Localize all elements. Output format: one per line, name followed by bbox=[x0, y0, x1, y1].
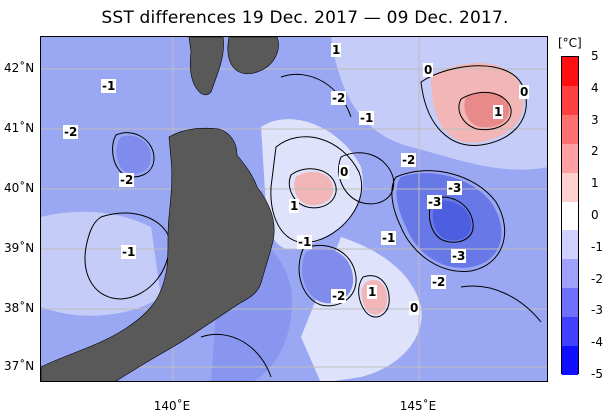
cool-light-patch-west bbox=[41, 211, 161, 316]
contour-label: 0 bbox=[409, 301, 420, 315]
cold-patch-west bbox=[116, 135, 151, 174]
lat-label: 40˚N bbox=[4, 181, 35, 195]
hokkaido-southwest-landmass bbox=[188, 37, 224, 96]
lon-label: 145˚E bbox=[399, 399, 437, 413]
contour-label: -2 bbox=[119, 173, 135, 187]
colorbar-label: -3 bbox=[591, 303, 603, 318]
contour-label: -2 bbox=[63, 125, 79, 139]
colorbar bbox=[561, 56, 579, 376]
contour-label: 1 bbox=[493, 105, 504, 119]
cold-core-east bbox=[432, 200, 472, 241]
colorbar-segment bbox=[562, 259, 578, 289]
contour-label: -2 bbox=[331, 289, 347, 303]
sst-map-canvas bbox=[41, 37, 547, 381]
colorbar-label: 3 bbox=[591, 112, 599, 127]
contour-label: -2 bbox=[431, 275, 447, 289]
colorbar-segment bbox=[562, 317, 578, 347]
colorbar-label: 1 bbox=[591, 176, 599, 191]
contour-label: -1 bbox=[297, 235, 313, 249]
lat-label: 39˚N bbox=[4, 241, 35, 255]
colorbar-segment bbox=[562, 143, 578, 174]
colorbar-segment bbox=[562, 346, 578, 376]
colorbar-segment bbox=[562, 230, 578, 260]
honshu-landmass bbox=[41, 127, 275, 381]
lat-label: 38˚N bbox=[4, 301, 35, 315]
hokkaido-south-landmass bbox=[227, 37, 279, 75]
colorbar-label: 0 bbox=[591, 208, 599, 222]
contour-label: -1 bbox=[101, 79, 117, 93]
contour-label: -3 bbox=[427, 195, 443, 209]
colorbar-segment bbox=[562, 57, 578, 87]
lon-label: 140˚E bbox=[153, 399, 191, 413]
contour-label: -1 bbox=[359, 111, 375, 125]
contour-label: 1 bbox=[367, 285, 378, 299]
colorbar-unit: [°C] bbox=[558, 36, 582, 50]
contour-lines bbox=[84, 65, 542, 378]
colorbar-label: 2 bbox=[591, 144, 599, 159]
colorbar-label: -2 bbox=[591, 271, 603, 286]
contour-label: -3 bbox=[451, 249, 467, 263]
graticule bbox=[41, 37, 547, 381]
colorbar-label: -1 bbox=[591, 239, 603, 254]
sst-map: -1 -2 -2 -1 -2 -1 0 1 -1 -1 0 1 -2 -3 -3… bbox=[40, 36, 548, 382]
contour-label: -1 bbox=[381, 231, 397, 245]
colorbar-label: 4 bbox=[591, 80, 599, 95]
colorbar-segment bbox=[562, 288, 578, 318]
lat-label: 42˚N bbox=[4, 61, 35, 75]
contour-label: -2 bbox=[401, 153, 417, 167]
lat-label: 37˚N bbox=[4, 359, 35, 373]
colorbar-segment bbox=[562, 114, 578, 145]
contour-label: 1 bbox=[289, 199, 300, 213]
contour-label: -2 bbox=[331, 91, 347, 105]
colorbar-label: -4 bbox=[591, 335, 603, 350]
colorbar-segment bbox=[562, 85, 578, 116]
contour-label: 0 bbox=[423, 63, 434, 77]
colorbar-segment bbox=[562, 172, 578, 203]
colorbar-label: 5 bbox=[591, 49, 599, 63]
map-title: SST differences 19 Dec. 2017 — 09 Dec. 2… bbox=[101, 8, 509, 28]
lat-label: 41˚N bbox=[4, 121, 35, 135]
contour-label: 0 bbox=[339, 165, 350, 179]
contour-label: 1 bbox=[331, 43, 342, 57]
contour-label: 0 bbox=[519, 85, 530, 99]
colorbar-segment bbox=[562, 201, 578, 231]
contour-label: -1 bbox=[121, 245, 137, 259]
colorbar-label: -5 bbox=[591, 367, 603, 381]
contour-label: -3 bbox=[447, 181, 463, 195]
